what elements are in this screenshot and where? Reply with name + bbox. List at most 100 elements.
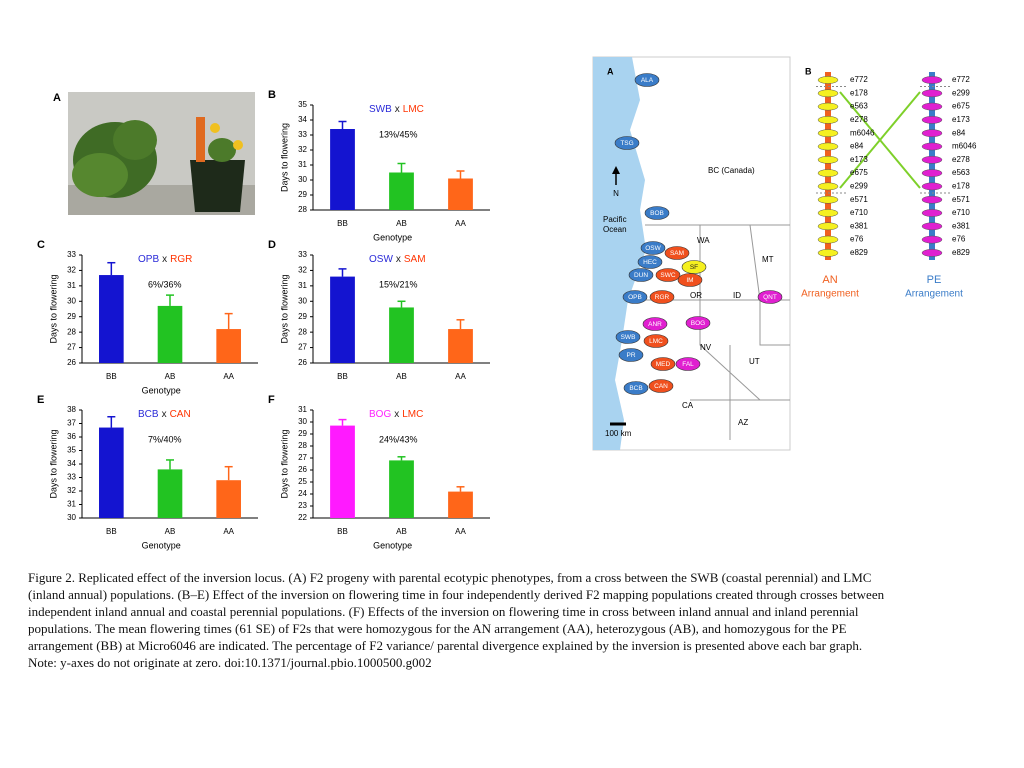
caption: Figure 2. Replicated effect of the inver…: [28, 570, 885, 670]
y-tick-label: 34: [67, 459, 76, 468]
title-part: x: [162, 409, 167, 420]
y-tick-label: 33: [298, 250, 307, 259]
y-tick-label: 30: [298, 417, 307, 426]
marker-band: [817, 182, 839, 191]
marker-label: e710: [850, 208, 868, 217]
title-part: LMC: [403, 104, 424, 115]
panel-label: F: [268, 394, 275, 406]
marker-label: e84: [952, 128, 966, 137]
x-tick-label: BB: [337, 372, 348, 381]
y-tick-label: 33: [298, 130, 307, 139]
y-tick-label: 32: [298, 145, 307, 154]
x-tick-label: AA: [455, 219, 466, 228]
title-part: CAN: [170, 409, 191, 420]
y-tick-label: 32: [67, 266, 76, 275]
marker-label: e299: [952, 88, 970, 97]
y-tick-label: 23: [298, 501, 307, 510]
marker-band: [817, 129, 839, 138]
title-part: x: [395, 104, 400, 115]
chart-title: SWB x LMC: [369, 104, 424, 115]
y-tick-label: 31: [298, 160, 307, 169]
marker-label: e571: [952, 195, 970, 204]
marker-band: [921, 155, 943, 164]
x-tick-label: AB: [396, 527, 407, 536]
marker-band: [921, 89, 943, 98]
marker-band: [817, 76, 839, 84]
arrangement-title: Arrangement: [905, 289, 963, 300]
y-tick-label: 34: [298, 115, 307, 124]
marker-band: [817, 116, 839, 124]
title-part: OSW: [369, 254, 393, 265]
chart-title: OPB x RGR: [138, 254, 192, 265]
panel-label: B: [805, 66, 812, 76]
population-marker: [664, 246, 690, 260]
x-tick-label: BB: [337, 527, 348, 536]
region-label: NV: [700, 343, 712, 352]
title-part: BCB: [138, 409, 159, 420]
marker-band: [817, 209, 839, 217]
title-part: SWB: [369, 104, 392, 115]
y-tick-label: 29: [298, 312, 307, 321]
bar: [216, 480, 241, 518]
y-tick-label: 27: [67, 343, 76, 352]
y-tick-label: 29: [298, 429, 307, 438]
x-tick-label: AB: [165, 372, 176, 381]
population-marker: [644, 206, 670, 220]
y-tick-label: 27: [298, 453, 307, 462]
population-marker: [685, 316, 711, 330]
bar: [389, 307, 414, 363]
marker-label: e772: [850, 75, 868, 84]
y-tick-label: 30: [298, 175, 307, 184]
population-marker: [675, 357, 701, 371]
x-tick-label: AA: [223, 527, 234, 536]
marker-band: [817, 249, 839, 257]
y-tick-label: 26: [298, 465, 307, 474]
marker-label: e563: [850, 102, 868, 111]
chart-title: BOG x LMC: [369, 409, 423, 420]
bar: [216, 329, 241, 363]
population-marker: [614, 136, 640, 150]
north-label: N: [613, 189, 619, 198]
region-label: AZ: [738, 418, 748, 427]
panel-label: E: [37, 394, 44, 406]
panel-label: A: [53, 92, 61, 104]
region-label: WA: [697, 236, 710, 245]
plant-tag: [196, 117, 205, 162]
arrangement-title: PE: [927, 274, 942, 286]
marker-band: [921, 195, 943, 204]
title-part: RGR: [170, 254, 192, 265]
pot: [190, 160, 245, 212]
region-label: BC (Canada): [708, 166, 755, 175]
title-part: SAM: [404, 254, 426, 265]
y-tick-label: 29: [298, 190, 307, 199]
marker-band: [921, 102, 943, 111]
population-marker: [681, 260, 707, 274]
marker-band: [817, 155, 839, 164]
panel-label: D: [268, 239, 276, 251]
population-label: LMC: [649, 338, 663, 345]
chromosome-an: [825, 72, 831, 260]
marker-label: e173: [952, 115, 970, 124]
population-marker: [637, 255, 663, 269]
marker-band: [817, 222, 839, 231]
bar: [99, 427, 124, 518]
marker-label: e829: [952, 248, 970, 257]
y-tick-label: 35: [298, 100, 307, 109]
population-label: ANR: [648, 321, 662, 328]
arrangement-diagram: [825, 72, 935, 260]
y-axis-label: Days to flowering: [48, 274, 58, 343]
flower: [233, 140, 243, 150]
bar: [99, 275, 124, 363]
panel-label: B: [268, 89, 276, 101]
y-tick-label: 30: [298, 296, 307, 305]
north-arrow-head: [612, 166, 620, 174]
y-tick-label: 22: [298, 513, 307, 522]
arrangement-title: Arrangement: [801, 289, 859, 300]
x-tick-label: AA: [223, 372, 234, 381]
arrangement-title: AN: [822, 274, 837, 286]
y-tick-label: 25: [298, 477, 307, 486]
y-axis-label: Days to flowering: [279, 274, 289, 343]
population-marker: [642, 317, 668, 331]
marker-label: e829: [850, 248, 868, 257]
y-tick-label: 32: [67, 486, 76, 495]
